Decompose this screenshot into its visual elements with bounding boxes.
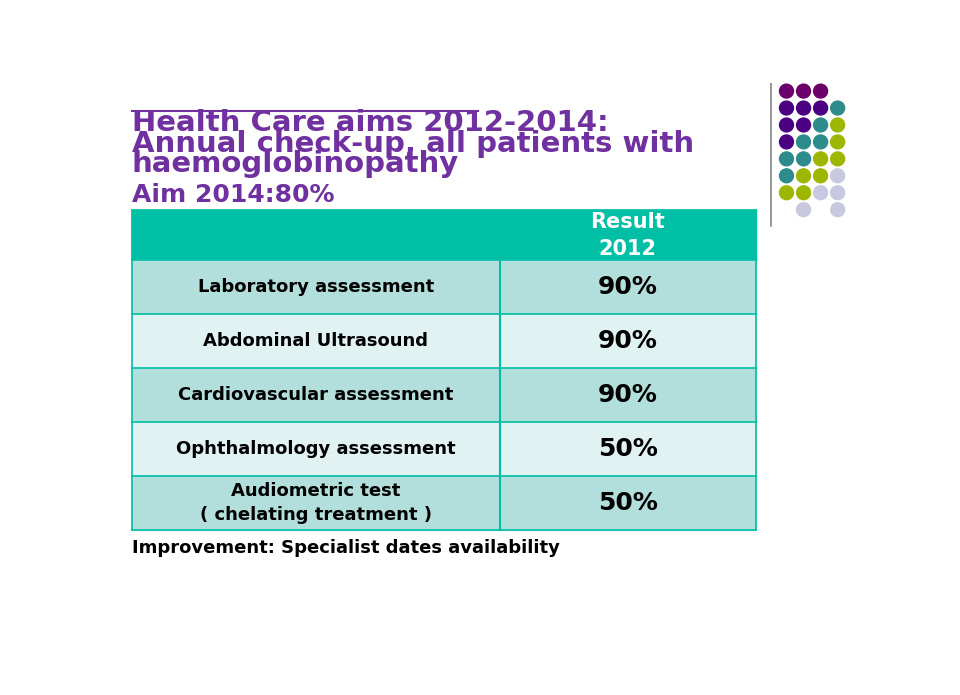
Text: Annual check-up, all patients with: Annual check-up, all patients with	[132, 129, 694, 158]
Circle shape	[780, 118, 794, 132]
FancyBboxPatch shape	[132, 261, 756, 314]
Text: Aim 2014:80%: Aim 2014:80%	[132, 183, 334, 208]
FancyBboxPatch shape	[132, 476, 756, 530]
Circle shape	[797, 203, 810, 217]
Circle shape	[797, 152, 810, 166]
Circle shape	[830, 101, 845, 115]
Text: haemoglobinopathy: haemoglobinopathy	[132, 150, 459, 179]
Circle shape	[814, 169, 828, 183]
Circle shape	[780, 186, 794, 199]
Circle shape	[814, 118, 828, 132]
FancyBboxPatch shape	[132, 422, 756, 476]
FancyBboxPatch shape	[132, 211, 756, 261]
Text: Laboratory assessment: Laboratory assessment	[198, 279, 434, 297]
Text: 50%: 50%	[598, 437, 658, 461]
Circle shape	[830, 169, 845, 183]
Circle shape	[780, 84, 794, 98]
Circle shape	[780, 152, 794, 166]
Text: Improvement: Specialist dates availability: Improvement: Specialist dates availabili…	[132, 539, 560, 557]
Circle shape	[797, 135, 810, 149]
Text: 50%: 50%	[598, 491, 658, 515]
Text: Abdominal Ultrasound: Abdominal Ultrasound	[204, 332, 428, 350]
Text: Cardiovascular assessment: Cardiovascular assessment	[178, 386, 453, 404]
Circle shape	[830, 203, 845, 217]
Circle shape	[780, 169, 794, 183]
FancyBboxPatch shape	[132, 368, 756, 422]
Circle shape	[830, 135, 845, 149]
FancyBboxPatch shape	[132, 314, 756, 368]
Circle shape	[814, 84, 828, 98]
Circle shape	[830, 118, 845, 132]
Circle shape	[814, 101, 828, 115]
Circle shape	[780, 135, 794, 149]
Text: 90%: 90%	[598, 275, 658, 300]
Text: Audiometric test
( chelating treatment ): Audiometric test ( chelating treatment )	[200, 482, 432, 524]
Text: Health Care aims 2012-2014:: Health Care aims 2012-2014:	[132, 109, 609, 137]
Text: Result
2012: Result 2012	[590, 212, 665, 259]
Circle shape	[797, 101, 810, 115]
Circle shape	[814, 135, 828, 149]
Circle shape	[830, 152, 845, 166]
Text: Ophthalmology assessment: Ophthalmology assessment	[176, 440, 455, 458]
Circle shape	[797, 118, 810, 132]
Text: 90%: 90%	[598, 383, 658, 407]
Circle shape	[814, 152, 828, 166]
Circle shape	[797, 84, 810, 98]
Circle shape	[830, 186, 845, 199]
Circle shape	[797, 169, 810, 183]
Circle shape	[780, 101, 794, 115]
Circle shape	[814, 186, 828, 199]
Circle shape	[797, 186, 810, 199]
Text: 90%: 90%	[598, 329, 658, 353]
